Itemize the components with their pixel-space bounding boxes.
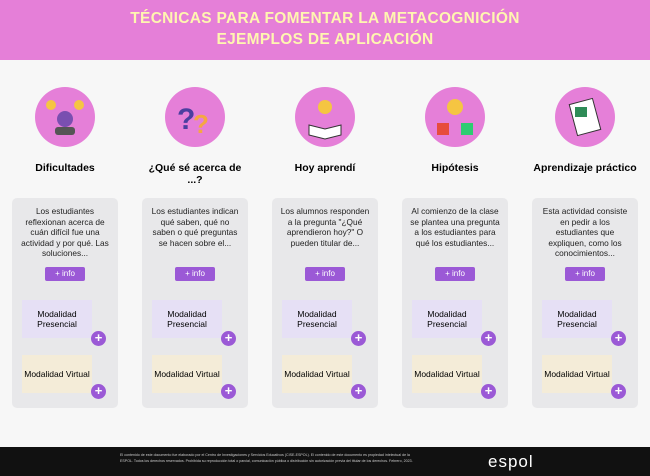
logo: espol xyxy=(488,452,534,471)
card: Esta actividad consiste en pedir a los e… xyxy=(532,198,638,408)
card: Los alumnos responden a la pregunta "¿Qu… xyxy=(272,198,378,408)
plus-button[interactable]: + xyxy=(351,384,366,399)
presencial-box[interactable]: Modalidad Presencial xyxy=(412,300,482,338)
icon xyxy=(555,87,615,147)
description: Los alumnos responden a la pregunta "¿Qu… xyxy=(280,206,370,248)
virtual-box[interactable]: Modalidad Virtual xyxy=(542,355,612,393)
plus-button[interactable]: + xyxy=(611,384,626,399)
info-button[interactable]: + info xyxy=(305,267,345,281)
icon: ?? xyxy=(165,87,225,147)
icon xyxy=(295,87,355,147)
description: Esta actividad consiste en pedir a los e… xyxy=(542,206,628,258)
column-title: ¿Qué sé acerca de ...? xyxy=(148,162,242,186)
column-title: Dificultades xyxy=(35,162,95,174)
plus-button[interactable]: + xyxy=(91,331,106,346)
virtual-box[interactable]: Modalidad Virtual xyxy=(152,355,222,393)
svg-text:?: ? xyxy=(177,103,195,136)
plus-button[interactable]: + xyxy=(481,331,496,346)
info-button[interactable]: + info xyxy=(565,267,605,281)
info-button[interactable]: + info xyxy=(45,267,85,281)
presencial-box[interactable]: Modalidad Presencial xyxy=(282,300,352,338)
presencial-box[interactable]: Modalidad Presencial xyxy=(542,300,612,338)
icon xyxy=(35,87,95,147)
plus-button[interactable]: + xyxy=(611,331,626,346)
virtual-box[interactable]: Modalidad Virtual xyxy=(282,355,352,393)
icon-art xyxy=(437,99,473,135)
description: Los estudiantes indican qué saben, qué n… xyxy=(151,206,239,248)
footer: El contenido de este documento fue elabo… xyxy=(0,447,650,476)
description: Al comienzo de la clase se plantea una p… xyxy=(410,206,500,248)
info-button[interactable]: + info xyxy=(175,267,215,281)
virtual-box[interactable]: Modalidad Virtual xyxy=(412,355,482,393)
card: Al comienzo de la clase se plantea una p… xyxy=(402,198,508,408)
header: TÉCNICAS PARA FOMENTAR LA METACOGNICIÓN … xyxy=(0,0,650,60)
column-title: Hoy aprendí xyxy=(294,162,356,174)
column-title: Hipótesis xyxy=(431,162,479,174)
plus-button[interactable]: + xyxy=(481,384,496,399)
title-line: TÉCNICAS PARA FOMENTAR LA METACOGNICIÓN xyxy=(130,10,520,27)
presencial-box[interactable]: Modalidad Presencial xyxy=(152,300,222,338)
card: Los estudiantes indican qué saben, qué n… xyxy=(142,198,248,408)
icon xyxy=(425,87,485,147)
column-title: Aprendizaje práctico xyxy=(533,162,637,174)
icon-art xyxy=(46,100,84,135)
footer-text: El contenido de este documento fue elabo… xyxy=(120,453,413,463)
icon-art xyxy=(568,97,602,137)
svg-text:?: ? xyxy=(193,109,209,139)
plus-button[interactable]: + xyxy=(221,384,236,399)
title-line: EJEMPLOS DE APLICACIÓN xyxy=(216,31,434,48)
plus-button[interactable]: + xyxy=(351,331,366,346)
icon-art: ?? xyxy=(177,103,209,139)
info-button[interactable]: + info xyxy=(435,267,475,281)
presencial-box[interactable]: Modalidad Presencial xyxy=(22,300,92,338)
card: Los estudiantes reflexionan acerca de cu… xyxy=(12,198,118,408)
icon-art xyxy=(308,100,342,140)
plus-button[interactable]: + xyxy=(221,331,236,346)
description: Los estudiantes reflexionan acerca de cu… xyxy=(21,206,109,258)
plus-button[interactable]: + xyxy=(91,384,106,399)
virtual-box[interactable]: Modalidad Virtual xyxy=(22,355,92,393)
